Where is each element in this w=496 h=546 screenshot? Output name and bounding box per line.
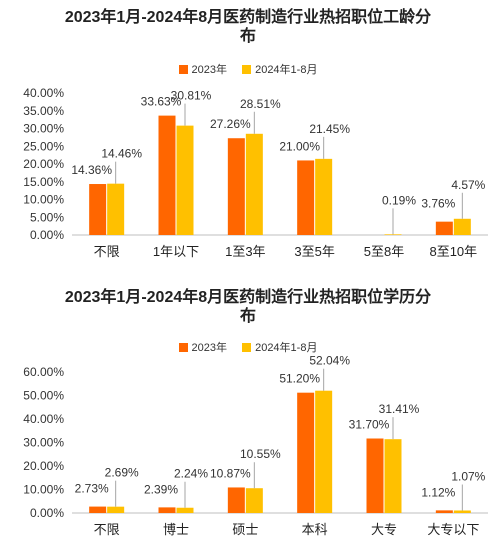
y-tick-label: 35.00% (23, 104, 64, 118)
legend-item-2024: 2024年1-8月 (242, 61, 317, 77)
bar-2023 (227, 138, 245, 235)
y-tick-label: 0.00% (30, 506, 64, 520)
y-tick-label: 60.00% (23, 365, 64, 379)
legend-item-2023: 2023年 (178, 339, 228, 355)
bar-2024 (453, 510, 471, 513)
chart-education-distribution: 2023年1月-2024年8月医药制造行业热招职位学历分 布 2023年 202… (0, 280, 496, 546)
data-label-2023: 10.87% (210, 466, 251, 480)
y-tick-label: 40.00% (23, 86, 64, 100)
legend-item-2023: 2023年 (178, 61, 228, 77)
x-category-label: 大专 (371, 522, 397, 537)
x-category-label: 5至8年 (364, 244, 404, 259)
x-category-label: 不限 (94, 522, 120, 537)
legend-label-2023: 2023年 (191, 342, 228, 354)
y-tick-label: 0.00% (30, 228, 64, 242)
x-category-label: 博士 (163, 522, 189, 537)
legend-item-2024: 2024年1-8月 (242, 339, 317, 355)
y-tick-label: 10.00% (23, 193, 64, 207)
x-category-label: 3至5年 (294, 244, 334, 259)
chart-title: 2023年1月-2024年8月医药制造行业热招职位工龄分 布 (0, 8, 496, 46)
chart-plot-experience: 0.00% 5.00% 10.00% 15.00% 20.00% 25.00% 30.00%… (23, 86, 488, 259)
data-label-2023: 14.36% (71, 163, 112, 177)
x-category-label: 不限 (94, 244, 120, 259)
data-label-2023: 31.70% (349, 418, 390, 432)
x-category-label: 本科 (302, 522, 328, 537)
data-label-2024: 28.51% (240, 97, 281, 111)
x-category-label: 大专以下 (427, 522, 479, 537)
chart-plot-education: 0.00% 10.00% 20.00% 30.00% 40.00% 50.00% 60.00… (23, 354, 488, 537)
legend-label-2024: 2024年1-8月 (255, 342, 318, 354)
bar-2023 (297, 160, 315, 235)
data-label-2024: 0.19% (382, 193, 416, 207)
chart-experience-distribution: 2023年1月-2024年8月医药制造行业热招职位工龄分 布 2023年 202… (0, 0, 496, 270)
chart-title-line1: 2023年1月-2024年8月医药制造行业热招职位学历分 (64, 289, 432, 306)
bar-2024 (384, 439, 402, 513)
bar-2024 (453, 218, 471, 235)
bar-2024 (245, 488, 263, 513)
data-label-2024: 2.69% (105, 466, 139, 480)
bar-2024 (107, 506, 125, 513)
bar-2024 (315, 158, 333, 235)
chart-title: 2023年1月-2024年8月医药制造行业热招职位学历分 布 (0, 288, 496, 326)
bar-2024 (384, 234, 402, 235)
data-label-2024: 31.41% (379, 402, 420, 416)
chart-legend: 2023年 2024年1-8月 (0, 61, 496, 77)
data-label-2024: 2.24% (174, 467, 208, 481)
bar-2023 (158, 115, 176, 235)
data-label-2024: 14.46% (101, 147, 142, 161)
chart-title-line2: 布 (239, 28, 256, 45)
bar-2023 (158, 507, 176, 513)
bar-2023 (89, 184, 107, 235)
chart-legend: 2023年 2024年1-8月 (0, 339, 496, 355)
data-label-2024: 30.81% (171, 89, 212, 103)
x-category-label: 硕士 (232, 522, 258, 537)
y-tick-label: 15.00% (23, 175, 64, 189)
data-label-2023: 21.00% (279, 139, 320, 153)
data-label-2023: 3.76% (421, 197, 455, 211)
legend-label-2024: 2024年1-8月 (255, 64, 318, 76)
chart-title-line1: 2023年1月-2024年8月医药制造行业热招职位工龄分 (64, 9, 432, 26)
y-tick-label: 20.00% (23, 157, 64, 171)
y-tick-label: 10.00% (23, 483, 64, 497)
bar-2024 (176, 125, 194, 235)
data-label-2023: 27.26% (210, 117, 251, 131)
data-label-2023: 51.20% (279, 372, 320, 386)
data-label-2024: 52.04% (309, 354, 350, 368)
legend-swatch-2024 (242, 342, 252, 352)
bar-2023 (366, 438, 384, 513)
y-tick-label: 50.00% (23, 389, 64, 403)
y-tick-label: 30.00% (23, 436, 64, 450)
legend-label-2023: 2023年 (191, 64, 228, 76)
bar-2023 (435, 221, 453, 235)
bar-2024 (245, 133, 263, 235)
bar-2024 (315, 390, 333, 513)
bar-2024 (176, 507, 194, 513)
y-tick-label: 5.00% (30, 210, 64, 224)
legend-swatch-2023 (178, 64, 188, 74)
data-label-2023: 2.39% (144, 482, 178, 496)
data-label-2024: 10.55% (240, 447, 281, 461)
data-label-2024: 1.07% (451, 469, 485, 483)
y-tick-label: 25.00% (23, 139, 64, 153)
bar-2023 (227, 487, 245, 513)
data-label-2024: 4.57% (451, 178, 485, 192)
x-category-label: 1年以下 (153, 244, 199, 259)
bar-2023 (435, 510, 453, 513)
data-label-2023: 33.63% (141, 95, 182, 109)
y-tick-label: 20.00% (23, 459, 64, 473)
legend-swatch-2024 (242, 64, 252, 74)
data-label-2023: 1.12% (421, 485, 455, 499)
chart-title-line2: 布 (239, 308, 256, 325)
bar-2024 (107, 183, 125, 235)
y-tick-label: 30.00% (23, 122, 64, 136)
bar-2023 (89, 506, 107, 513)
legend-swatch-2023 (178, 342, 188, 352)
x-category-label: 1至3年 (225, 244, 265, 259)
y-tick-label: 40.00% (23, 412, 64, 426)
data-label-2023: 2.73% (75, 482, 109, 496)
bar-2023 (297, 392, 315, 513)
x-category-label: 8至10年 (429, 244, 477, 259)
data-label-2024: 21.45% (309, 122, 350, 136)
